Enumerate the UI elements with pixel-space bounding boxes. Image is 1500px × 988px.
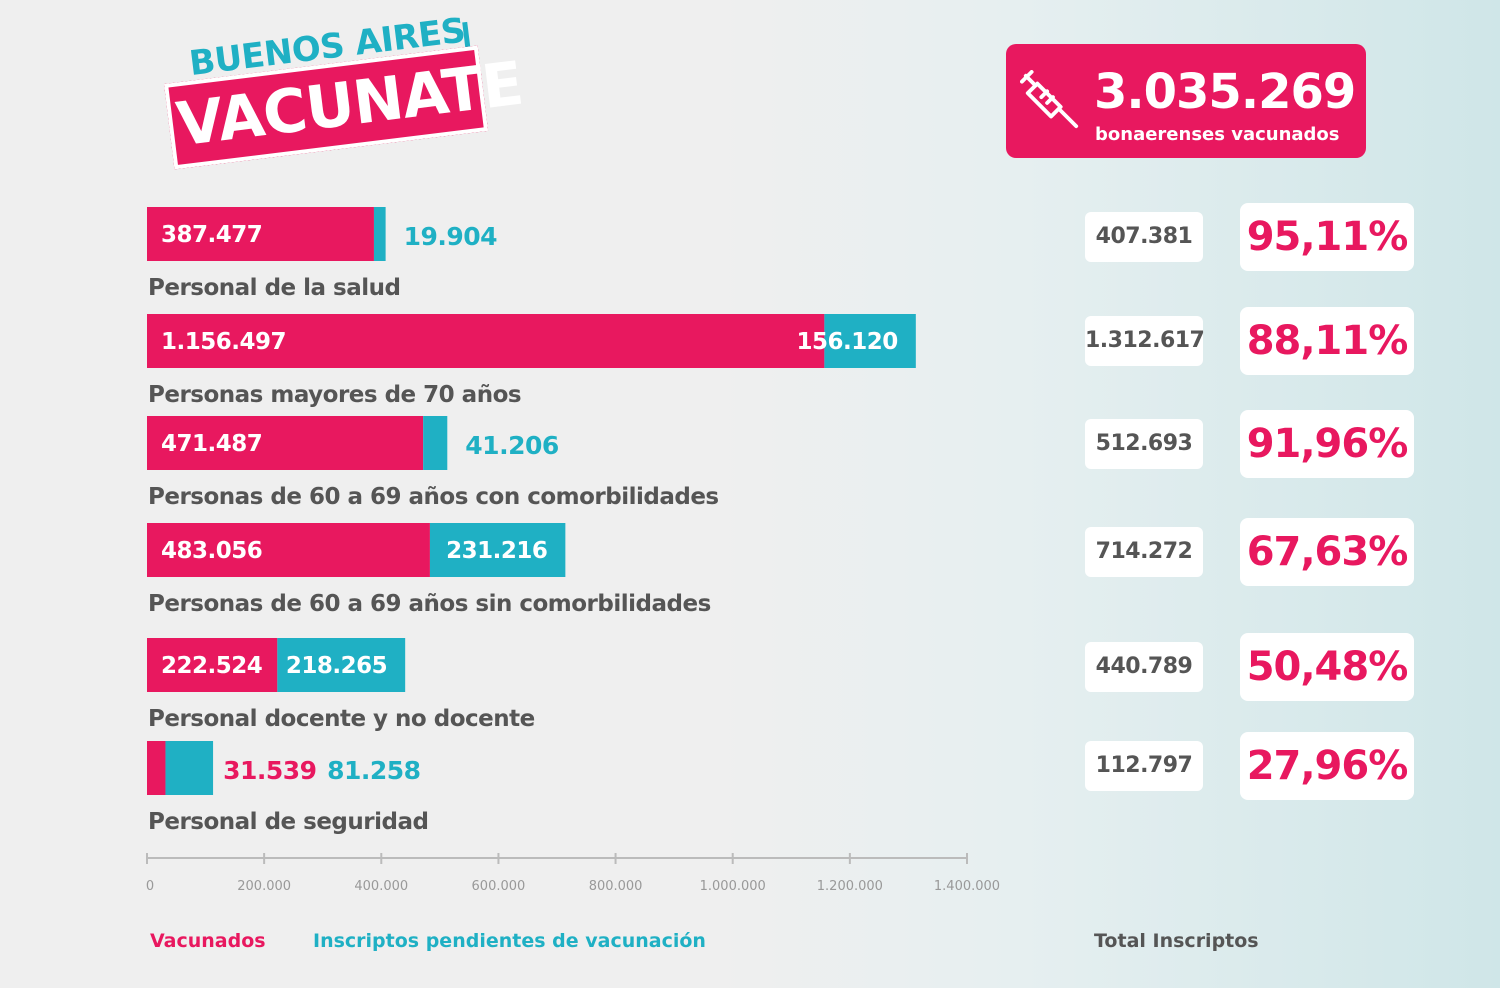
bar-vacunados xyxy=(147,638,278,692)
x-tick-label: 400.000 xyxy=(354,879,408,894)
data-label-vacunados: 387.477 xyxy=(161,222,262,248)
category-label: Personal de la salud xyxy=(148,275,401,301)
percentage-vaccinated: 50,48% xyxy=(1240,633,1414,701)
data-label-pendientes: 218.265 xyxy=(286,653,387,679)
category-label: Personas de 60 a 69 años con comorbilida… xyxy=(148,484,719,510)
data-label-pendientes: 41.206 xyxy=(465,431,559,460)
bar-vacunados xyxy=(147,523,430,577)
vaccinated-counter: 3.035.269 bonaerenses vacunados xyxy=(1006,44,1366,158)
total-inscriptos-value: 512.693 xyxy=(1085,419,1203,469)
bar-vacunados xyxy=(147,314,825,368)
category-label: Personas mayores de 70 años xyxy=(148,382,521,408)
legend-vaccinated: Vacunados xyxy=(150,930,266,952)
data-label-vacunados: 222.524 xyxy=(161,653,262,679)
category-label: Personal de seguridad xyxy=(148,809,428,835)
data-label-vacunados: 483.056 xyxy=(161,538,262,564)
percentage-vaccinated: 67,63% xyxy=(1240,518,1414,586)
percentage-vaccinated: 95,11% xyxy=(1240,203,1414,271)
x-tick-label: 800.000 xyxy=(589,879,643,894)
bar-vacunados xyxy=(147,416,424,470)
data-label-vacunados: 471.487 xyxy=(161,431,262,457)
total-inscriptos-value: 112.797 xyxy=(1085,741,1203,791)
percentage-vaccinated: 27,96% xyxy=(1240,732,1414,800)
x-tick-label: 200.000 xyxy=(237,879,291,894)
percentage-vaccinated: 91,96% xyxy=(1240,410,1414,478)
x-tick-label: 600.000 xyxy=(472,879,526,894)
bar-pendientes xyxy=(423,416,448,470)
bar-pendientes xyxy=(824,314,916,368)
bar-vacunados xyxy=(147,741,166,795)
counter-value: 3.035.269 xyxy=(1094,64,1356,120)
bar-pendientes xyxy=(277,638,406,692)
data-label-pendientes: 19.904 xyxy=(404,222,498,251)
bar-pendientes xyxy=(373,207,386,261)
legend-pending: Inscriptos pendientes de vacunación xyxy=(313,930,706,952)
percentage-vaccinated: 88,11% xyxy=(1240,307,1414,375)
category-label: Personal docente y no docente xyxy=(148,706,535,732)
data-label-vacunados: 1.156.497 xyxy=(161,329,286,355)
x-tick-label: 1.400.000 xyxy=(934,879,1000,894)
data-label-pendientes: 156.120 xyxy=(797,329,898,355)
bar-vacunados xyxy=(147,207,374,261)
counter-label: bonaerenses vacunados xyxy=(1095,124,1340,145)
total-inscriptos-value: 1.312.617 xyxy=(1085,316,1205,366)
data-label-pendientes: 81.258 xyxy=(327,756,420,785)
total-inscriptos-value: 714.272 xyxy=(1085,527,1203,577)
x-tick-label: 1.200.000 xyxy=(817,879,883,894)
x-tick-label: 1.000.000 xyxy=(700,879,766,894)
data-label-vacunados: 31.539 xyxy=(223,756,316,785)
total-inscriptos-value: 407.381 xyxy=(1085,212,1203,262)
syringe-icon xyxy=(1020,70,1079,129)
category-label: Personas de 60 a 69 años sin comorbilida… xyxy=(148,591,711,617)
bar-pendientes xyxy=(165,741,214,795)
data-label-pendientes: 231.216 xyxy=(446,538,547,564)
x-tick-label: 0 xyxy=(146,879,154,894)
bar-pendientes xyxy=(429,523,566,577)
legend-total-inscriptos: Total Inscriptos xyxy=(1094,930,1259,952)
total-inscriptos-value: 440.789 xyxy=(1085,642,1203,692)
